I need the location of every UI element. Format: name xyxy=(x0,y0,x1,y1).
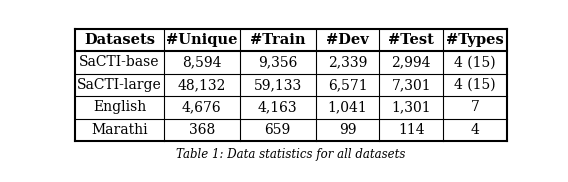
Text: 368: 368 xyxy=(189,123,215,137)
Text: 4 (15): 4 (15) xyxy=(454,56,496,70)
Text: Table 1: Data statistics for all datasets: Table 1: Data statistics for all dataset… xyxy=(177,149,406,161)
Text: SaCTI-large: SaCTI-large xyxy=(77,78,162,92)
Text: 4,676: 4,676 xyxy=(182,100,222,114)
Text: 7,301: 7,301 xyxy=(391,78,431,92)
Text: 114: 114 xyxy=(398,123,424,137)
Text: 1,301: 1,301 xyxy=(391,100,431,114)
Text: 2,339: 2,339 xyxy=(328,56,367,70)
Text: 8,594: 8,594 xyxy=(182,56,222,70)
Text: 6,571: 6,571 xyxy=(328,78,367,92)
Text: #Train: #Train xyxy=(250,33,306,47)
Text: 4: 4 xyxy=(470,123,479,137)
Text: 4,163: 4,163 xyxy=(258,100,298,114)
Text: 9,356: 9,356 xyxy=(258,56,297,70)
Text: #Types: #Types xyxy=(446,33,504,47)
Text: #Test: #Test xyxy=(389,33,434,47)
Text: 659: 659 xyxy=(265,123,291,137)
Text: 2,994: 2,994 xyxy=(391,56,431,70)
Text: 59,133: 59,133 xyxy=(253,78,302,92)
Text: English: English xyxy=(93,100,146,114)
Text: #Dev: #Dev xyxy=(326,33,369,47)
Text: 99: 99 xyxy=(339,123,356,137)
Text: SaCTI-base: SaCTI-base xyxy=(80,56,160,70)
Text: Datasets: Datasets xyxy=(84,33,155,47)
Text: 48,132: 48,132 xyxy=(177,78,226,92)
Text: 4 (15): 4 (15) xyxy=(454,78,496,92)
Text: Marathi: Marathi xyxy=(91,123,148,137)
Text: 1,041: 1,041 xyxy=(328,100,367,114)
Text: 7: 7 xyxy=(470,100,479,114)
Text: #Unique: #Unique xyxy=(166,33,237,47)
